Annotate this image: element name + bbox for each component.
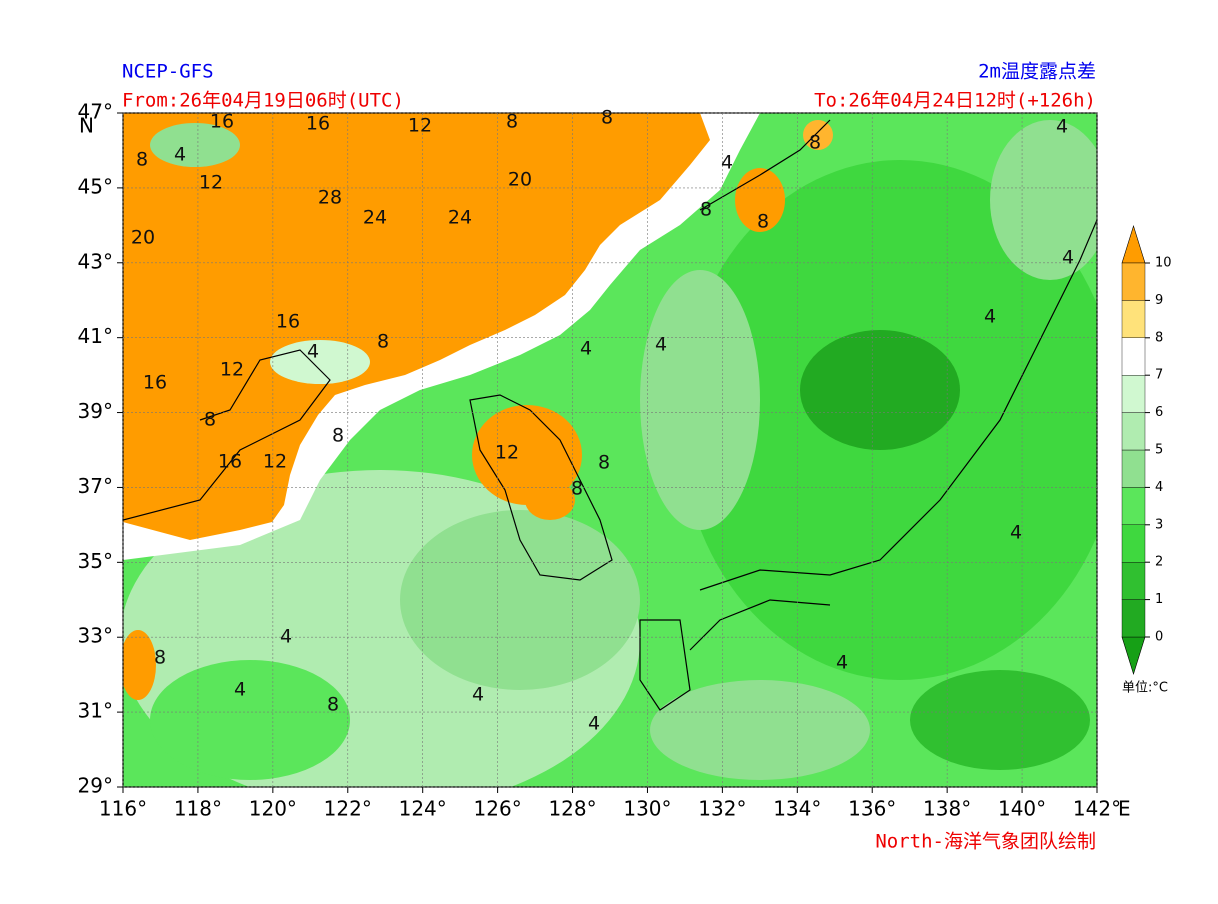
colorbar-tick-label: 9 — [1155, 293, 1163, 308]
colorbar-segment — [1121, 562, 1146, 600]
contour-label: 8 — [204, 409, 216, 431]
lon-tick-label: 140° — [998, 797, 1046, 821]
contour-label: 8 — [809, 132, 821, 154]
colorbar-segment — [1121, 262, 1146, 301]
contour-label: 24 — [448, 207, 472, 229]
contour-label: 4 — [174, 144, 186, 166]
colorbar-segment — [1121, 524, 1146, 563]
colorbar-segment — [1121, 375, 1146, 413]
contour-label: 8 — [136, 149, 148, 171]
lon-tick-label: 128° — [548, 797, 596, 821]
to-time: To:26年04月24日12时(+126h) — [814, 90, 1096, 112]
contour-label: 12 — [263, 451, 287, 473]
lon-tick-label: 118° — [174, 797, 222, 821]
contour-label: 16 — [306, 113, 330, 135]
contour-label: 4 — [1062, 247, 1074, 269]
colorbar-tick-label: 8 — [1155, 330, 1163, 345]
colorbar-tick-label: 10 — [1155, 256, 1172, 271]
lon-tick-label: 130° — [623, 797, 671, 821]
lat-tick-label: 41° — [78, 324, 113, 348]
contour-label: 8 — [377, 331, 389, 353]
lat-tick-label: 31° — [78, 699, 113, 723]
contour-label: 12 — [220, 359, 244, 381]
colorbar-tick-label: 0 — [1155, 630, 1163, 645]
contour-label: 8 — [700, 199, 712, 221]
contour-label: 4 — [655, 334, 667, 356]
contour-label: 12 — [495, 442, 519, 464]
contour-label: 16 — [210, 111, 234, 133]
colorbar-segment — [1121, 412, 1146, 451]
contour-label: 4 — [234, 679, 246, 701]
lat-unit: N — [79, 114, 94, 138]
contour-label: 28 — [318, 187, 342, 209]
contour-label: 4 — [588, 713, 600, 735]
lon-unit: E — [1118, 797, 1131, 821]
colorbar-tick-label: 4 — [1155, 480, 1163, 495]
contour-label: 8 — [154, 647, 166, 669]
contour-label: 8 — [598, 452, 610, 474]
map-field — [123, 113, 1097, 787]
colorbar-unit: 单位:°C — [1122, 681, 1168, 696]
contour-label: 4 — [984, 306, 996, 328]
lat-tick-label: 37° — [78, 474, 113, 498]
colorbar-segment — [1121, 599, 1146, 638]
lat-tick-label: 29° — [78, 774, 113, 798]
lon-tick-label: 142° — [1073, 797, 1121, 821]
colorbar-tick-label: 2 — [1155, 555, 1163, 570]
lon-tick-label: 136° — [848, 797, 896, 821]
contour-label: 16 — [276, 311, 300, 333]
colorbar-tick-label: 5 — [1155, 443, 1163, 458]
colorbar-segment — [1121, 337, 1146, 376]
lat-tick-label: 33° — [78, 624, 113, 648]
from-time: From:26年04月19日06时(UTC) — [122, 90, 404, 112]
colorbar-tick-label: 6 — [1155, 405, 1163, 420]
contour-label: 8 — [506, 111, 518, 133]
colorbar-segment — [1121, 449, 1146, 488]
contour-label: 8 — [571, 478, 583, 500]
contour-label: 4 — [836, 652, 848, 674]
lat-tick-label: 35° — [78, 549, 113, 573]
colorbar-tick-label: 7 — [1155, 368, 1163, 383]
lon-tick-label: 134° — [773, 797, 821, 821]
colorbar-segment — [1121, 300, 1146, 338]
colorbar-extend-high — [1121, 224, 1146, 264]
lon-tick-label: 126° — [474, 797, 522, 821]
contour-label: 4 — [580, 338, 592, 360]
colorbar-tick-label: 3 — [1155, 517, 1163, 532]
contour-label: 20 — [131, 227, 155, 249]
contour-label: 4 — [721, 152, 733, 174]
lon-tick-label: 120° — [249, 797, 297, 821]
lon-tick-label: 122° — [324, 797, 372, 821]
contour-label: 16 — [218, 451, 242, 473]
title: 2m温度露点差 — [978, 61, 1096, 83]
contour-label: 8 — [327, 694, 339, 716]
contour-label: 20 — [508, 169, 532, 191]
lat-tick-label: 43° — [78, 249, 113, 273]
lon-tick-label: 116° — [99, 797, 147, 821]
contour-label: 12 — [199, 172, 223, 194]
colorbar-extend-low — [1121, 636, 1146, 676]
contour-label: 4 — [280, 626, 292, 648]
lat-tick-label: 45° — [78, 174, 113, 198]
contour-label: 8 — [601, 107, 613, 129]
contour-label: 8 — [757, 211, 769, 233]
lon-tick-label: 132° — [698, 797, 746, 821]
credit: North-海洋气象团队绘制 — [875, 831, 1096, 853]
contour-label: 4 — [1010, 522, 1022, 544]
lon-tick-label: 138° — [923, 797, 971, 821]
contour-label: 4 — [307, 341, 319, 363]
contour-label: 24 — [363, 207, 387, 229]
contour-label: 16 — [143, 372, 167, 394]
lat-tick-label: 47° — [78, 100, 113, 124]
colorbar-segment — [1121, 487, 1146, 525]
colorbar-tick-label: 1 — [1155, 592, 1163, 607]
model-label: NCEP-GFS — [122, 61, 214, 83]
contour-label: 4 — [472, 684, 484, 706]
lat-tick-label: 39° — [78, 399, 113, 423]
contour-label: 12 — [408, 115, 432, 137]
lon-tick-label: 124° — [399, 797, 447, 821]
contour-label: 8 — [332, 425, 344, 447]
contour-label: 4 — [1056, 116, 1068, 138]
